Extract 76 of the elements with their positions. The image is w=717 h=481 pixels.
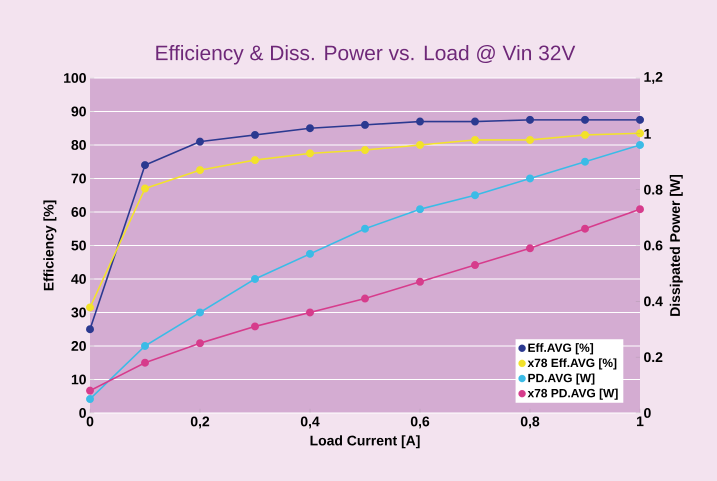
y2-tick-label: 1 — [644, 129, 651, 139]
x-tick-label: 0,4 — [300, 416, 320, 428]
x-axis-title: Load Current [A] — [310, 435, 420, 448]
point — [526, 244, 534, 252]
point — [636, 205, 644, 214]
point — [416, 278, 424, 286]
y-tick-label: 100 — [64, 73, 86, 83]
point — [526, 174, 534, 182]
point — [196, 166, 204, 174]
y-tick-label: 30 — [71, 308, 86, 318]
point — [581, 130, 589, 139]
y-tick-label: 50 — [71, 240, 86, 250]
y2-axis-title: Dissipated Power [W] — [670, 174, 683, 316]
point — [416, 118, 424, 126]
point — [251, 322, 259, 330]
y-tick-label: 80 — [71, 140, 86, 150]
x-tick-label: 0,6 — [410, 416, 430, 428]
point — [306, 149, 314, 158]
point — [141, 342, 149, 350]
legend-label: x78 PD.AVG [W] — [528, 388, 618, 400]
y-tick-label: 60 — [71, 207, 86, 217]
point — [141, 161, 149, 170]
point — [251, 130, 259, 139]
y2-tick-label: 1,2 — [644, 72, 662, 84]
y2-tick-label: 0.2 — [644, 352, 662, 362]
y-tick-label: 0 — [79, 408, 86, 418]
point — [581, 224, 589, 233]
point — [196, 138, 204, 146]
x-tick-label: 0 — [86, 416, 94, 426]
y-tick-label: 40 — [71, 274, 86, 284]
point — [361, 146, 369, 154]
y2-tick-label: 0.8 — [644, 184, 662, 195]
point — [141, 358, 149, 367]
point — [471, 191, 479, 200]
point — [306, 308, 314, 316]
point — [581, 116, 589, 124]
point — [141, 184, 149, 193]
point — [86, 303, 94, 312]
legend-label: PD.AVG [W] — [528, 373, 594, 385]
point — [251, 275, 259, 283]
y-tick-label: 70 — [72, 174, 86, 184]
y-tick-label: 20 — [71, 341, 86, 351]
y-tick-label: 90 — [71, 106, 86, 116]
point — [526, 136, 534, 144]
chart-title: Efficiency & Diss. Power vs. Load @ Vin 32V — [156, 44, 576, 64]
point — [361, 294, 369, 303]
x-tick-label: 1 — [637, 416, 644, 426]
point — [526, 116, 534, 124]
y2-tick-label: 0.4 — [644, 296, 663, 306]
point — [581, 158, 589, 166]
y-tick-label: 10 — [72, 374, 86, 384]
y2-tick-label: 0 — [644, 408, 651, 418]
point — [636, 129, 644, 138]
point — [251, 156, 259, 164]
point — [471, 136, 479, 144]
point — [306, 124, 314, 132]
legend-label: x78 Eff.AVG [%] — [528, 358, 616, 370]
point — [86, 325, 94, 334]
point — [86, 395, 94, 404]
x-tick-label: 0,8 — [520, 416, 540, 428]
point — [86, 386, 94, 395]
legend-label: Eff.AVG [%] — [528, 343, 594, 354]
x-tick-label: 0,2 — [190, 416, 210, 428]
point — [636, 140, 644, 149]
point — [306, 250, 314, 258]
point — [416, 141, 424, 149]
point — [361, 224, 369, 233]
y-axis-title: Efficiency [%] — [43, 200, 56, 290]
point — [196, 308, 204, 316]
point — [471, 261, 479, 270]
point — [361, 120, 369, 129]
y2-tick-label: 0.6 — [644, 240, 662, 250]
point — [636, 116, 644, 124]
point — [416, 205, 424, 214]
point — [471, 118, 479, 126]
point — [196, 339, 204, 348]
